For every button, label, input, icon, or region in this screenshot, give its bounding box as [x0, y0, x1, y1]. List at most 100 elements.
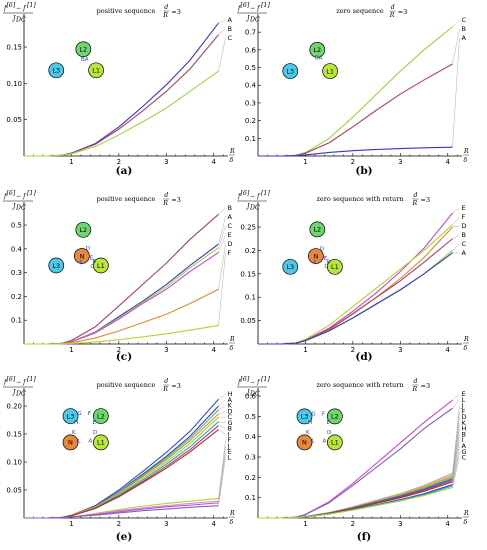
conductor-label-L2: L2 — [97, 412, 105, 420]
panel-c: 1 2 3 40.10.20.30.40.5f [6] − f [1]J DCpositive… — [3, 190, 235, 363]
conductor-L2 — [75, 41, 92, 58]
interface-label: C — [324, 264, 328, 270]
end-leader — [218, 421, 226, 424]
end-leader — [218, 393, 226, 400]
series-D — [258, 226, 453, 345]
interface-label: D — [320, 246, 324, 252]
end-label-D: D — [228, 240, 233, 248]
panel-b: 1 2 3 4 0.1 0.2 0.3 0.4 0.5 0.6 0.7 f [6] − f [1] J DC ze… — [237, 2, 469, 177]
end-label-C: C — [228, 222, 233, 230]
svg-text:[1]: [1] — [261, 376, 270, 383]
svg-text:R: R — [162, 12, 168, 19]
panel-label: (c) — [116, 351, 132, 363]
panel-ratio: dR =3 — [162, 192, 181, 207]
end-leader — [218, 411, 226, 415]
conductor-label-L2: L2 — [313, 46, 321, 54]
svg-text:R: R — [162, 386, 168, 393]
interface-label: F — [79, 260, 82, 266]
end-label-L: L — [228, 454, 232, 462]
panel-ratio: dR =3 — [389, 4, 408, 19]
svg-text:=3: =3 — [421, 196, 431, 204]
y-tick-label: 0.2 — [245, 247, 256, 255]
svg-text:R: R — [229, 336, 235, 343]
end-label-F: F — [462, 407, 466, 415]
x-tick-label: 4 — [212, 520, 217, 528]
svg-text:DC: DC — [249, 205, 260, 212]
end-leader — [452, 405, 460, 474]
conductor-label-N: N — [302, 439, 307, 447]
conductor-label-L2: L2 — [79, 46, 87, 54]
svg-text:[1]: [1] — [27, 190, 36, 197]
interface-label: BA — [315, 56, 323, 62]
svg-text:[6]: [6] — [241, 2, 250, 9]
svg-text:f: f — [237, 379, 242, 386]
series-L — [24, 505, 219, 519]
end-leader — [218, 243, 226, 290]
svg-text:[1]: [1] — [261, 190, 270, 197]
conductor-N — [62, 434, 79, 451]
x-axis-label: Rδ — [229, 148, 235, 164]
conductor-label-L2: L2 — [313, 226, 321, 234]
interface-label: B — [326, 260, 330, 266]
svg-text:f: f — [237, 193, 242, 200]
svg-text:f: f — [3, 5, 8, 12]
x-tick-label: 4 — [446, 520, 451, 528]
svg-text:J: J — [245, 203, 250, 210]
panel-title: positive sequence — [97, 381, 156, 389]
series-A — [258, 146, 453, 157]
y-tick-label: 0.15 — [240, 270, 256, 278]
interface-label: K — [306, 430, 310, 436]
panel-label: (d) — [355, 351, 372, 363]
svg-text:− f: − f — [250, 5, 261, 12]
y-axis-label: f [6] − f [1] J DC — [3, 2, 36, 24]
svg-text:δ: δ — [230, 519, 234, 526]
svg-text:DC: DC — [15, 391, 26, 398]
interface-label: BA — [81, 57, 89, 63]
end-label-F: F — [228, 249, 232, 257]
end-label-B: B — [228, 204, 232, 212]
y-tick-label: 0.05 — [6, 116, 22, 124]
svg-text:R: R — [412, 200, 418, 207]
svg-text:=3: =3 — [171, 196, 181, 204]
end-leader — [218, 451, 226, 503]
end-label-D: D — [228, 407, 233, 415]
interface-label: B — [92, 259, 96, 265]
interface-label: D — [327, 430, 331, 436]
end-label-L: L — [462, 396, 466, 404]
interface-label: A — [89, 438, 93, 444]
svg-text:d: d — [414, 378, 418, 385]
svg-text:[6]: [6] — [7, 190, 16, 197]
svg-text:− f: − f — [16, 379, 27, 386]
y-axis-label: f [6] − f [1] J DC — [3, 376, 36, 398]
panel-ratio: dR =3 — [162, 378, 181, 393]
series-C — [258, 26, 453, 157]
end-label-A: A — [228, 213, 233, 221]
y-tick-label: 0.2 — [11, 293, 22, 301]
conductor-L3 — [62, 408, 79, 424]
svg-text:R: R — [412, 386, 418, 393]
svg-text:f: f — [237, 5, 242, 12]
conductor-L3 — [48, 62, 65, 79]
svg-text:R: R — [162, 200, 168, 207]
svg-text:R: R — [463, 148, 469, 155]
panel-label: (b) — [355, 165, 372, 177]
svg-text:− f: − f — [16, 5, 27, 12]
end-leader — [218, 28, 226, 35]
series-B — [258, 238, 453, 345]
conductor-N — [296, 434, 313, 451]
x-tick-label: 3 — [398, 520, 402, 528]
x-tick-label: 2 — [117, 346, 121, 354]
end-leader — [452, 216, 460, 225]
svg-text:d: d — [391, 4, 395, 11]
svg-text:− f: − f — [16, 193, 27, 200]
end-leader — [452, 440, 460, 482]
svg-text:DC: DC — [15, 205, 26, 212]
panel-title: zero sequence with return — [316, 381, 403, 389]
x-tick-label: 3 — [164, 158, 168, 166]
conductor-L3 — [296, 408, 313, 425]
svg-text:δ: δ — [464, 519, 468, 526]
y-tick-label: 0.20 — [6, 403, 22, 411]
panel-title: positive sequence — [97, 7, 156, 15]
series-H — [258, 478, 453, 519]
svg-text:− f: − f — [250, 193, 261, 200]
